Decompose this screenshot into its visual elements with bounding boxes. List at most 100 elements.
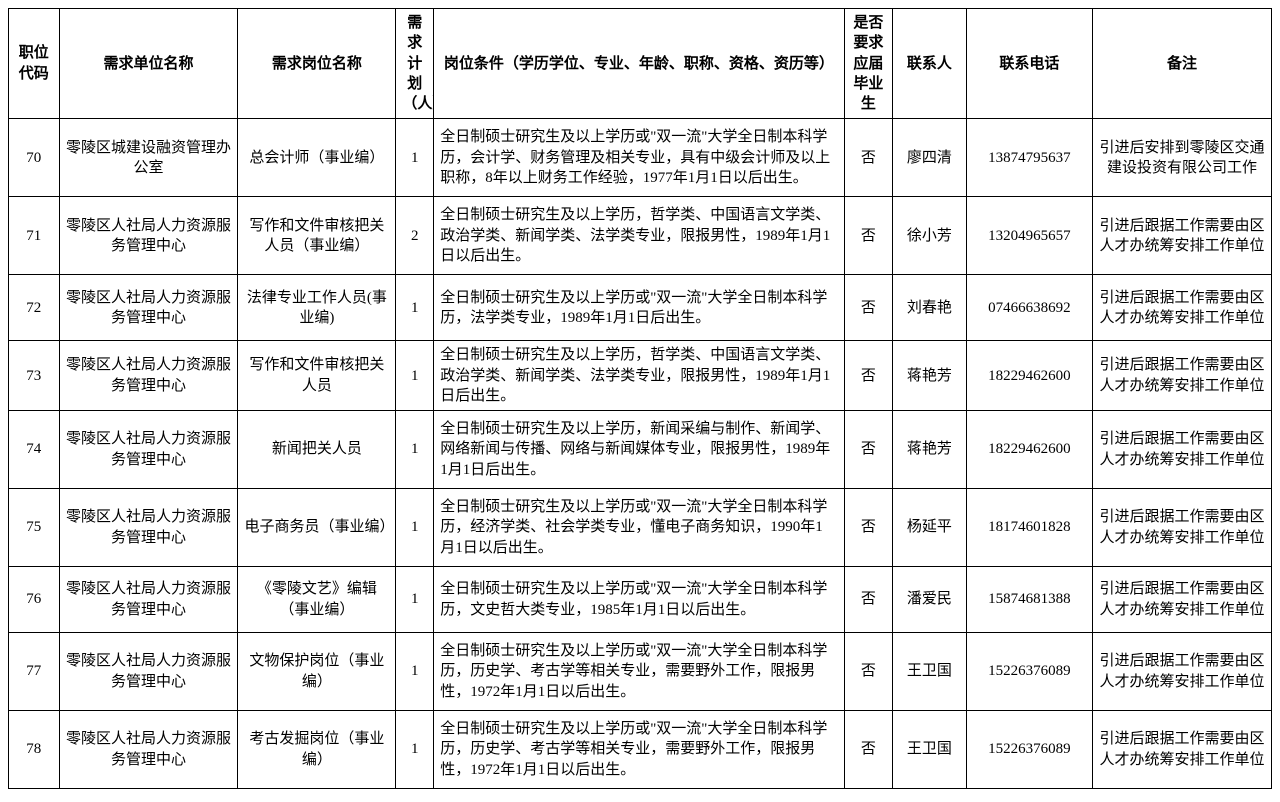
cell-graduate: 否 xyxy=(844,275,892,341)
cell-graduate: 否 xyxy=(844,711,892,789)
table-row: 74零陵区人社局人力资源服务管理中心新闻把关人员1全日制硕士研究生及以上学历，新… xyxy=(9,411,1272,489)
col-header-code: 职位代码 xyxy=(9,9,60,119)
table-row: 78零陵区人社局人力资源服务管理中心考古发掘岗位（事业编）1全日制硕士研究生及以… xyxy=(9,711,1272,789)
cell-post: 总会计师（事业编） xyxy=(238,119,396,197)
col-header-condition: 岗位条件（学历学位、专业、年龄、职称、资格、资历等） xyxy=(434,9,844,119)
cell-condition: 全日制硕士研究生及以上学历，哲学类、中国语言文学类、政治学类、新闻学类、法学类专… xyxy=(434,341,844,411)
col-header-contact: 联系人 xyxy=(893,9,967,119)
cell-condition: 全日制硕士研究生及以上学历，哲学类、中国语言文学类、政治学类、新闻学类、法学类专… xyxy=(434,197,844,275)
cell-contact: 蒋艳芳 xyxy=(893,341,967,411)
cell-code: 71 xyxy=(9,197,60,275)
table-row: 72零陵区人社局人力资源服务管理中心法律专业工作人员(事业编)1全日制硕士研究生… xyxy=(9,275,1272,341)
cell-contact: 潘爱民 xyxy=(893,567,967,633)
cell-unit: 零陵区人社局人力资源服务管理中心 xyxy=(59,341,238,411)
cell-note: 引进后跟据工作需要由区人才办统筹安排工作单位 xyxy=(1093,633,1272,711)
table-row: 75零陵区人社局人力资源服务管理中心电子商务员（事业编）1全日制硕士研究生及以上… xyxy=(9,489,1272,567)
cell-code: 74 xyxy=(9,411,60,489)
cell-graduate: 否 xyxy=(844,567,892,633)
cell-phone: 15226376089 xyxy=(966,633,1092,711)
cell-code: 75 xyxy=(9,489,60,567)
cell-condition: 全日制硕士研究生及以上学历或"双一流"大学全日制本科学历，历史学、考古学等相关专… xyxy=(434,711,844,789)
cell-code: 77 xyxy=(9,633,60,711)
cell-post: 写作和文件审核把关人员（事业编） xyxy=(238,197,396,275)
table-row: 76零陵区人社局人力资源服务管理中心《零陵文艺》编辑（事业编）1全日制硕士研究生… xyxy=(9,567,1272,633)
cell-phone: 13874795637 xyxy=(966,119,1092,197)
cell-code: 70 xyxy=(9,119,60,197)
cell-note: 引进后跟据工作需要由区人才办统筹安排工作单位 xyxy=(1093,341,1272,411)
cell-count: 1 xyxy=(396,119,434,197)
cell-post: 电子商务员（事业编） xyxy=(238,489,396,567)
table-row: 70零陵区城建设融资管理办公室总会计师（事业编）1全日制硕士研究生及以上学历或"… xyxy=(9,119,1272,197)
col-header-phone: 联系电话 xyxy=(966,9,1092,119)
cell-unit: 零陵区人社局人力资源服务管理中心 xyxy=(59,197,238,275)
cell-post: 新闻把关人员 xyxy=(238,411,396,489)
cell-contact: 廖四清 xyxy=(893,119,967,197)
cell-condition: 全日制硕士研究生及以上学历或"双一流"大学全日制本科学历，经济学类、社会学类专业… xyxy=(434,489,844,567)
cell-contact: 徐小芳 xyxy=(893,197,967,275)
cell-graduate: 否 xyxy=(844,411,892,489)
cell-condition: 全日制硕士研究生及以上学历或"双一流"大学全日制本科学历，历史学、考古学等相关专… xyxy=(434,633,844,711)
cell-contact: 蒋艳芳 xyxy=(893,411,967,489)
cell-unit: 零陵区人社局人力资源服务管理中心 xyxy=(59,711,238,789)
cell-condition: 全日制硕士研究生及以上学历，新闻采编与制作、新闻学、网络新闻与传播、网络与新闻媒… xyxy=(434,411,844,489)
cell-count: 1 xyxy=(396,411,434,489)
cell-phone: 15874681388 xyxy=(966,567,1092,633)
cell-count: 1 xyxy=(396,567,434,633)
cell-note: 引进后跟据工作需要由区人才办统筹安排工作单位 xyxy=(1093,197,1272,275)
cell-unit: 零陵区城建设融资管理办公室 xyxy=(59,119,238,197)
cell-post: 《零陵文艺》编辑（事业编） xyxy=(238,567,396,633)
cell-phone: 18174601828 xyxy=(966,489,1092,567)
table-row: 77零陵区人社局人力资源服务管理中心文物保护岗位（事业编）1全日制硕士研究生及以… xyxy=(9,633,1272,711)
cell-unit: 零陵区人社局人力资源服务管理中心 xyxy=(59,275,238,341)
col-header-note: 备注 xyxy=(1093,9,1272,119)
cell-note: 引进后跟据工作需要由区人才办统筹安排工作单位 xyxy=(1093,567,1272,633)
cell-note: 引进后跟据工作需要由区人才办统筹安排工作单位 xyxy=(1093,489,1272,567)
cell-graduate: 否 xyxy=(844,633,892,711)
recruitment-table: 职位代码 需求单位名称 需求岗位名称 需求计划（人） 岗位条件（学历学位、专业、… xyxy=(8,8,1272,789)
cell-graduate: 否 xyxy=(844,197,892,275)
cell-code: 78 xyxy=(9,711,60,789)
table-row: 73零陵区人社局人力资源服务管理中心写作和文件审核把关人员1全日制硕士研究生及以… xyxy=(9,341,1272,411)
table-row: 71零陵区人社局人力资源服务管理中心写作和文件审核把关人员（事业编）2全日制硕士… xyxy=(9,197,1272,275)
cell-post: 法律专业工作人员(事业编) xyxy=(238,275,396,341)
cell-post: 文物保护岗位（事业编） xyxy=(238,633,396,711)
cell-count: 1 xyxy=(396,633,434,711)
cell-unit: 零陵区人社局人力资源服务管理中心 xyxy=(59,411,238,489)
cell-count: 1 xyxy=(396,711,434,789)
cell-condition: 全日制硕士研究生及以上学历或"双一流"大学全日制本科学历，文史哲大类专业，198… xyxy=(434,567,844,633)
cell-note: 引进后跟据工作需要由区人才办统筹安排工作单位 xyxy=(1093,711,1272,789)
cell-count: 2 xyxy=(396,197,434,275)
cell-graduate: 否 xyxy=(844,119,892,197)
table-body: 70零陵区城建设融资管理办公室总会计师（事业编）1全日制硕士研究生及以上学历或"… xyxy=(9,119,1272,789)
cell-contact: 杨延平 xyxy=(893,489,967,567)
cell-phone: 18229462600 xyxy=(966,341,1092,411)
cell-post: 写作和文件审核把关人员 xyxy=(238,341,396,411)
cell-phone: 07466638692 xyxy=(966,275,1092,341)
cell-contact: 王卫国 xyxy=(893,711,967,789)
cell-code: 72 xyxy=(9,275,60,341)
cell-contact: 王卫国 xyxy=(893,633,967,711)
cell-graduate: 否 xyxy=(844,489,892,567)
cell-condition: 全日制硕士研究生及以上学历或"双一流"大学全日制本科学历，法学类专业，1989年… xyxy=(434,275,844,341)
cell-unit: 零陵区人社局人力资源服务管理中心 xyxy=(59,633,238,711)
cell-note: 引进后跟据工作需要由区人才办统筹安排工作单位 xyxy=(1093,411,1272,489)
cell-unit: 零陵区人社局人力资源服务管理中心 xyxy=(59,489,238,567)
cell-count: 1 xyxy=(396,275,434,341)
cell-note: 引进后安排到零陵区交通建设投资有限公司工作 xyxy=(1093,119,1272,197)
cell-graduate: 否 xyxy=(844,341,892,411)
cell-condition: 全日制硕士研究生及以上学历或"双一流"大学全日制本科学历，会计学、财务管理及相关… xyxy=(434,119,844,197)
col-header-graduate: 是否要求应届毕业生 xyxy=(844,9,892,119)
cell-count: 1 xyxy=(396,341,434,411)
cell-code: 73 xyxy=(9,341,60,411)
cell-count: 1 xyxy=(396,489,434,567)
cell-phone: 18229462600 xyxy=(966,411,1092,489)
cell-unit: 零陵区人社局人力资源服务管理中心 xyxy=(59,567,238,633)
col-header-unit: 需求单位名称 xyxy=(59,9,238,119)
table-header-row: 职位代码 需求单位名称 需求岗位名称 需求计划（人） 岗位条件（学历学位、专业、… xyxy=(9,9,1272,119)
cell-contact: 刘春艳 xyxy=(893,275,967,341)
cell-note: 引进后跟据工作需要由区人才办统筹安排工作单位 xyxy=(1093,275,1272,341)
col-header-post: 需求岗位名称 xyxy=(238,9,396,119)
cell-phone: 13204965657 xyxy=(966,197,1092,275)
cell-code: 76 xyxy=(9,567,60,633)
cell-phone: 15226376089 xyxy=(966,711,1092,789)
